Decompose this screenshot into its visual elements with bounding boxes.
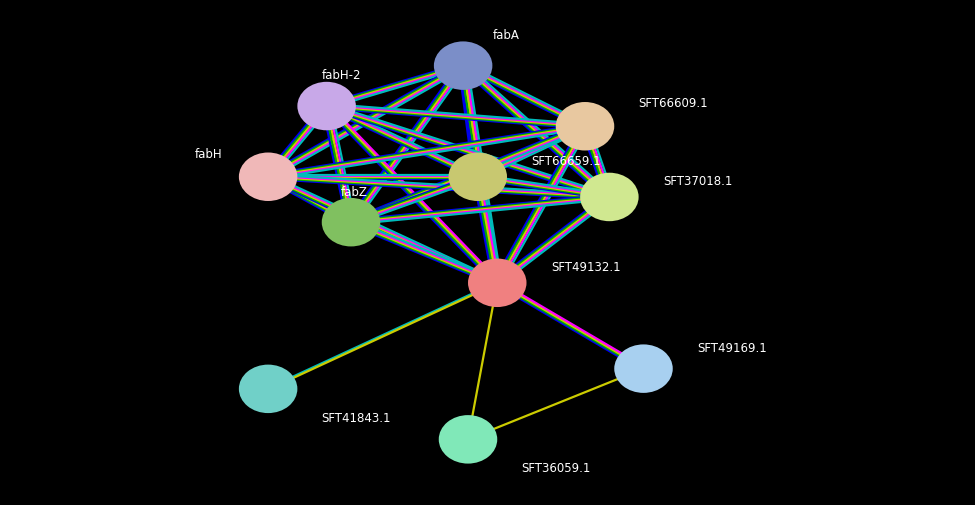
Ellipse shape xyxy=(297,82,356,130)
Ellipse shape xyxy=(239,365,297,413)
Text: fabH: fabH xyxy=(195,147,222,161)
Ellipse shape xyxy=(468,259,526,307)
Text: SFT66659.1: SFT66659.1 xyxy=(531,155,601,168)
Text: fabA: fabA xyxy=(492,29,520,42)
Ellipse shape xyxy=(434,41,492,90)
Ellipse shape xyxy=(439,415,497,464)
Text: fabZ: fabZ xyxy=(341,186,369,199)
Text: SFT66609.1: SFT66609.1 xyxy=(639,97,708,110)
Text: SFT37018.1: SFT37018.1 xyxy=(663,175,732,188)
Text: SFT49132.1: SFT49132.1 xyxy=(551,261,620,274)
Ellipse shape xyxy=(614,344,673,393)
Ellipse shape xyxy=(580,173,639,221)
Ellipse shape xyxy=(239,153,297,201)
Text: fabH-2: fabH-2 xyxy=(322,69,362,82)
Ellipse shape xyxy=(322,198,380,246)
Text: SFT41843.1: SFT41843.1 xyxy=(322,412,391,425)
Ellipse shape xyxy=(448,153,507,201)
Ellipse shape xyxy=(556,102,614,150)
Text: SFT49169.1: SFT49169.1 xyxy=(697,342,767,355)
Text: SFT36059.1: SFT36059.1 xyxy=(522,462,591,475)
